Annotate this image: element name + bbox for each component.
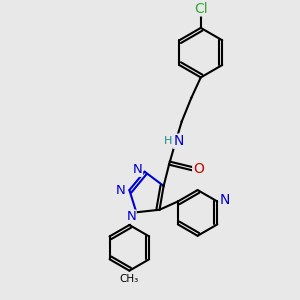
Text: N: N (126, 210, 136, 223)
Text: O: O (193, 162, 204, 176)
Text: N: N (133, 163, 142, 176)
Text: N: N (173, 134, 184, 148)
Text: N: N (116, 184, 126, 196)
Text: CH₃: CH₃ (120, 274, 139, 284)
Text: H: H (164, 136, 172, 146)
Text: Cl: Cl (194, 2, 208, 16)
Text: N: N (219, 193, 230, 207)
